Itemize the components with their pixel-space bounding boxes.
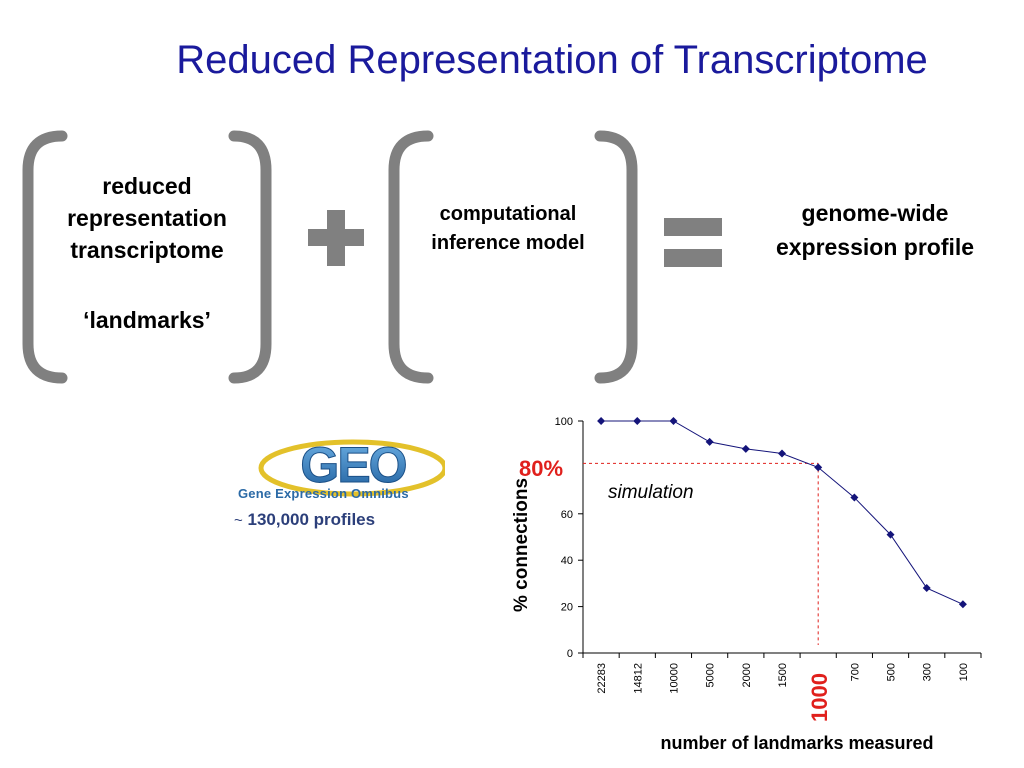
profiles-count-text: 130,000 profiles <box>247 510 376 529</box>
data-point <box>814 463 823 472</box>
geo-logo: GEO <box>258 437 445 497</box>
x-tick-label: 10000 <box>668 663 680 694</box>
box1-line1: reduced <box>102 173 192 199</box>
x-tick-label: 300 <box>922 663 934 681</box>
data-point <box>669 417 678 425</box>
x-tick-label: 500 <box>886 663 898 681</box>
result-line1: genome-wide <box>801 200 949 226</box>
box1-line4: ‘landmarks’ <box>83 307 211 333</box>
x-tick-label: 100 <box>958 663 970 681</box>
box1-right-bracket <box>228 130 272 384</box>
series-line <box>601 420 964 605</box>
y-tick-label: 100 <box>555 416 573 428</box>
y-tick-label: 40 <box>561 555 573 567</box>
box2-line2: inference model <box>431 232 585 254</box>
data-point <box>850 493 859 502</box>
tilde-symbol: ~ <box>234 512 243 529</box>
data-point <box>705 437 714 446</box>
equals-icon-lower <box>664 249 722 267</box>
plus-icon-vertical <box>327 210 345 266</box>
box2-left-bracket <box>388 130 434 384</box>
result-line2: expression profile <box>775 234 975 260</box>
svg-text:GEO: GEO <box>300 437 405 493</box>
data-point <box>633 417 642 425</box>
landmarks-box: reduced representation transcriptome ‘la… <box>36 170 258 336</box>
y-tick-label: 60 <box>561 509 573 521</box>
profiles-count: ~ 130,000 profiles <box>234 510 375 530</box>
result-box: genome-wide expression profile <box>740 196 1010 264</box>
data-point <box>778 449 786 458</box>
box2-line1: computational <box>439 203 577 225</box>
inference-model-box: computational inference model <box>398 200 618 258</box>
highlight-x-label: 1000 <box>807 673 832 722</box>
simulation-annotation: simulation <box>608 482 694 503</box>
x-tick-label: 5000 <box>705 663 717 687</box>
equals-icon <box>664 218 722 236</box>
x-tick-label: 1500 <box>777 663 789 687</box>
x-tick-label: 700 <box>849 663 861 681</box>
y-tick-label: 0 <box>567 648 573 660</box>
box1-line2: representation <box>67 205 227 231</box>
y-axis-label: % connections <box>511 478 532 612</box>
data-point <box>741 444 750 453</box>
y-tick-label: 20 <box>561 602 573 614</box>
box2-right-bracket <box>594 130 638 384</box>
slide-title: Reduced Representation of Transcriptome <box>176 38 928 82</box>
data-point <box>922 584 931 593</box>
data-point <box>958 600 967 609</box>
geo-caption: Gene Expression Omnibus <box>238 486 409 501</box>
x-axis-label: number of landmarks measured <box>660 733 933 753</box>
x-tick-label: 14812 <box>632 663 644 694</box>
data-point <box>886 530 895 539</box>
highlight-y-label: 80% <box>519 456 563 481</box>
box1-left-bracket <box>22 130 68 384</box>
x-tick-label: 22283 <box>596 663 608 694</box>
data-point <box>597 417 606 425</box>
box1-line3: transcriptome <box>70 237 224 263</box>
x-tick-label: 2000 <box>741 663 753 687</box>
